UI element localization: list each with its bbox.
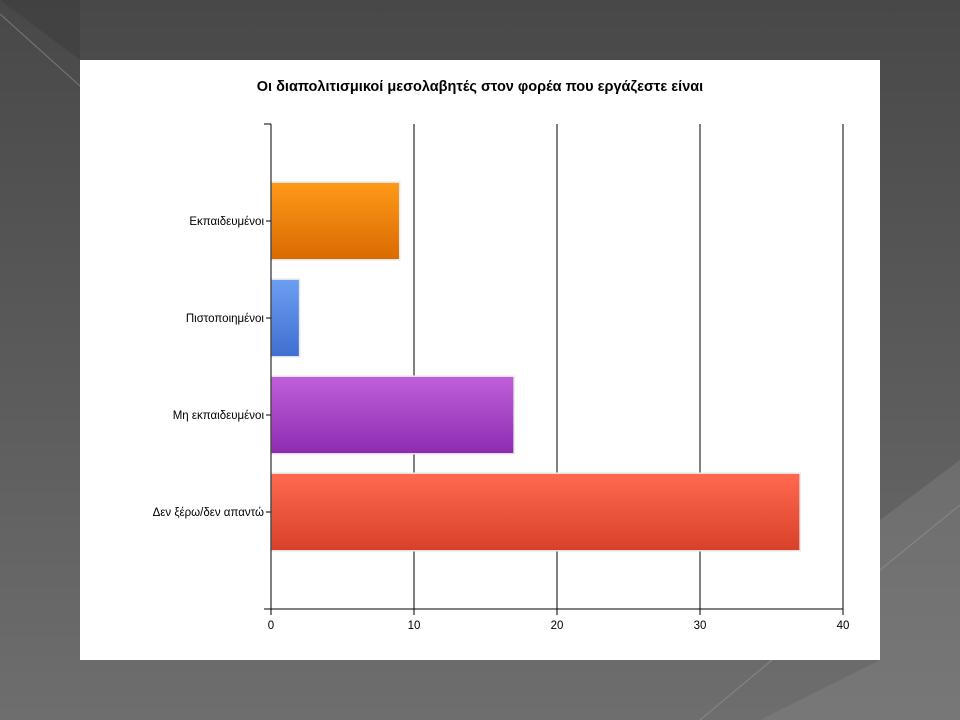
x-tick-label-40: 40 [837, 620, 850, 632]
bar-4 [270, 472, 801, 552]
x-tick-label-0: 0 [268, 620, 274, 632]
y-tick-label-3: Μη εκπαιδευμένοι [173, 410, 265, 422]
x-tick-label-10: 10 [408, 620, 421, 632]
chart-panel: Οι διαπολιτισμικοί μεσολαβητές στον φορέ… [80, 60, 880, 660]
bars [270, 181, 801, 552]
y-tick-label-2: Πιστοποιημένοι [186, 313, 265, 325]
y-tick-label-4: Δεν ξέρω/δεν απαντώ [153, 507, 264, 519]
x-tick-label-30: 30 [694, 620, 707, 632]
x-tick-label-20: 20 [551, 620, 564, 632]
y-tick-label-1: Εκπαιδευμένοι [189, 216, 264, 228]
axes [264, 123, 844, 615]
bar-1 [270, 181, 401, 261]
bar-2 [270, 278, 301, 358]
tick-labels: Εκπαιδευμένοι Πιστοποιημένοι Μη εκπαιδευμέ… [153, 216, 850, 632]
bar-3 [270, 375, 515, 455]
bar-chart: Εκπαιδευμένοι Πιστοποιημένοι Μη εκπαιδευμέ… [153, 123, 850, 632]
chart-title: Οι διαπολιτισμικοί μεσολαβητές στον φορέ… [256, 79, 704, 95]
